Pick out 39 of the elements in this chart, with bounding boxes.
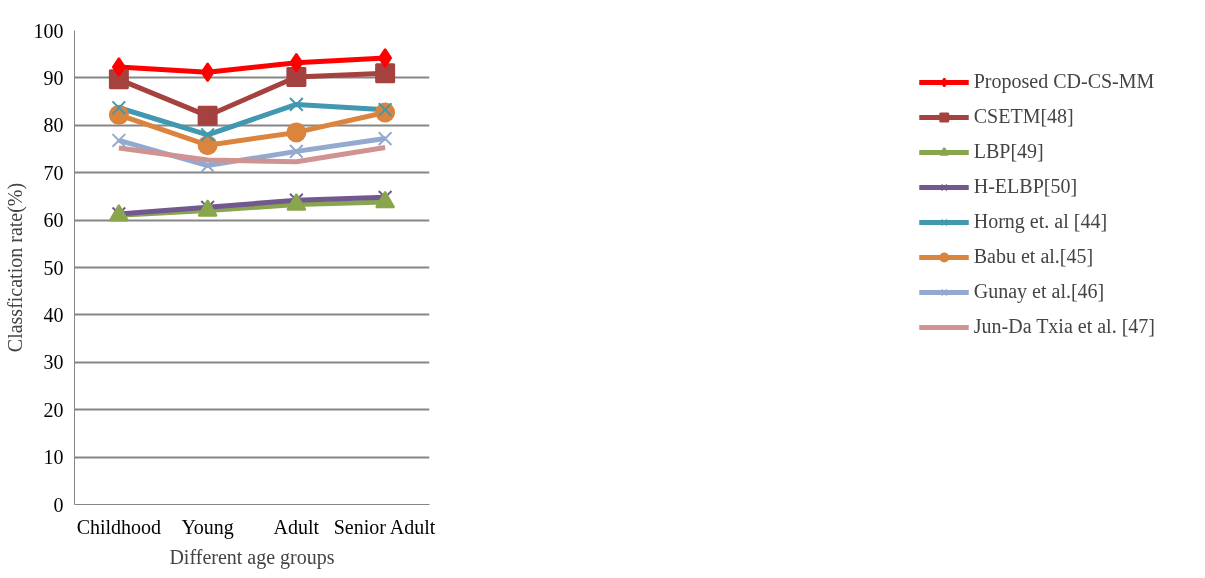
x-tick-label: Senior Adult — [333, 515, 436, 538]
y-tick-label: 80 — [43, 114, 64, 137]
point — [289, 52, 304, 73]
point — [200, 127, 215, 143]
legend-label: Jun-Da Txia et al. [47] — [973, 315, 1155, 338]
y-tick-label: 90 — [43, 66, 64, 89]
point — [200, 158, 215, 173]
x-tick-label: Young — [181, 515, 234, 539]
y-tick-label: 30 — [43, 351, 64, 374]
y-axis-title: Classfication rate(%) — [3, 182, 27, 353]
y-tick-label: 50 — [43, 256, 64, 279]
point — [375, 63, 396, 84]
legend-label: Babu et al.[45] — [973, 245, 1094, 268]
point — [200, 62, 215, 83]
legend-label: Gunay et al.[46] — [973, 280, 1105, 303]
point — [286, 122, 307, 143]
x-tick-label: Childhood — [76, 515, 162, 538]
y-tick-label: 70 — [43, 161, 64, 184]
point — [111, 133, 127, 148]
point — [111, 57, 126, 77]
y-tick-label: 100 — [33, 19, 64, 42]
legend-label: CSETM[48] — [973, 105, 1074, 128]
point — [289, 97, 304, 112]
legend-label: H-ELBP[50] — [973, 175, 1078, 198]
point — [378, 47, 393, 68]
x-axis-title: Different age groups — [169, 545, 335, 569]
x-tick-label: Adult — [273, 515, 320, 538]
point — [286, 66, 307, 87]
y-tick-label: 10 — [43, 446, 64, 469]
y-tick-label: 0 — [53, 493, 64, 516]
point — [377, 131, 393, 146]
y-tick-label: 20 — [43, 398, 64, 421]
point — [197, 105, 218, 126]
y-tick-label: 40 — [43, 303, 64, 326]
legend-label: Horng et. al [44] — [973, 210, 1108, 233]
point — [289, 144, 304, 159]
legend-label: Proposed CD-CS-MM — [973, 70, 1155, 93]
y-tick-label: 60 — [43, 209, 64, 232]
legend-label: LBP[49] — [973, 140, 1044, 163]
